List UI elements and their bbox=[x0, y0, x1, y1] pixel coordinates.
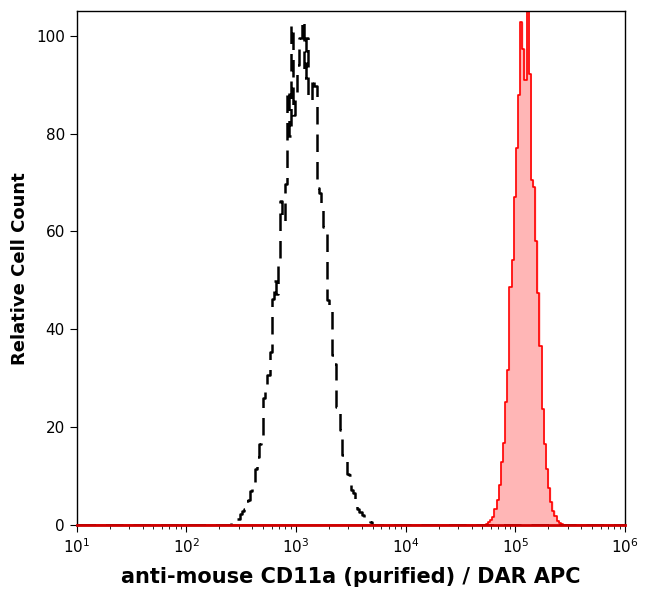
Y-axis label: Relative Cell Count: Relative Cell Count bbox=[11, 172, 29, 365]
X-axis label: anti-mouse CD11a (purified) / DAR APC: anti-mouse CD11a (purified) / DAR APC bbox=[121, 567, 580, 587]
